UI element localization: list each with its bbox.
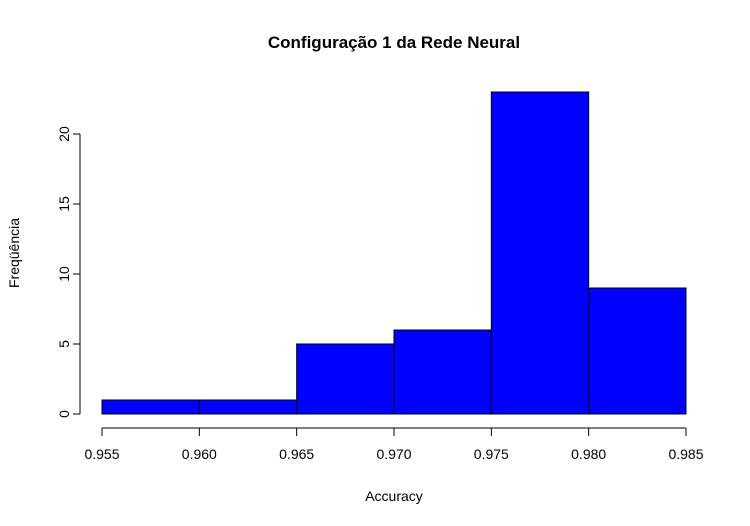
- y-tick-label-2: 5: [56, 340, 72, 348]
- y-axis-label: Freqüência: [6, 218, 22, 288]
- y-tick-label-5: 20: [56, 126, 72, 142]
- y-tick-label-1: 0: [56, 410, 72, 418]
- x-axis-label: Accuracy: [365, 488, 423, 504]
- histogram-bar-1: [101, 399, 200, 415]
- bars-group: [101, 91, 687, 415]
- x-tick-label-6: 0.980: [571, 446, 606, 462]
- histogram-bar-2: [198, 399, 298, 415]
- y-tick-label-4: 15: [56, 196, 72, 212]
- histogram-bar-6: [588, 287, 687, 415]
- y-axis: 0 5 10 15 20: [56, 126, 81, 418]
- histogram-bar-5: [490, 91, 590, 415]
- histogram-bar-4: [393, 329, 492, 415]
- x-tick-label-3: 0.965: [279, 446, 314, 462]
- x-tick-label-2: 0.960: [182, 446, 217, 462]
- x-tick-label-7: 0.985: [668, 446, 703, 462]
- histogram-bar-3: [296, 343, 395, 415]
- x-tick-label-1: 0.955: [84, 446, 119, 462]
- y-tick-label-3: 10: [56, 266, 72, 282]
- x-axis: 0.955 0.960 0.965 0.970 0.975 0.980 0.985: [84, 427, 704, 462]
- chart-title: Configuração 1 da Rede Neural: [268, 33, 520, 52]
- x-tick-label-5: 0.975: [474, 446, 509, 462]
- x-tick-label-4: 0.970: [376, 446, 411, 462]
